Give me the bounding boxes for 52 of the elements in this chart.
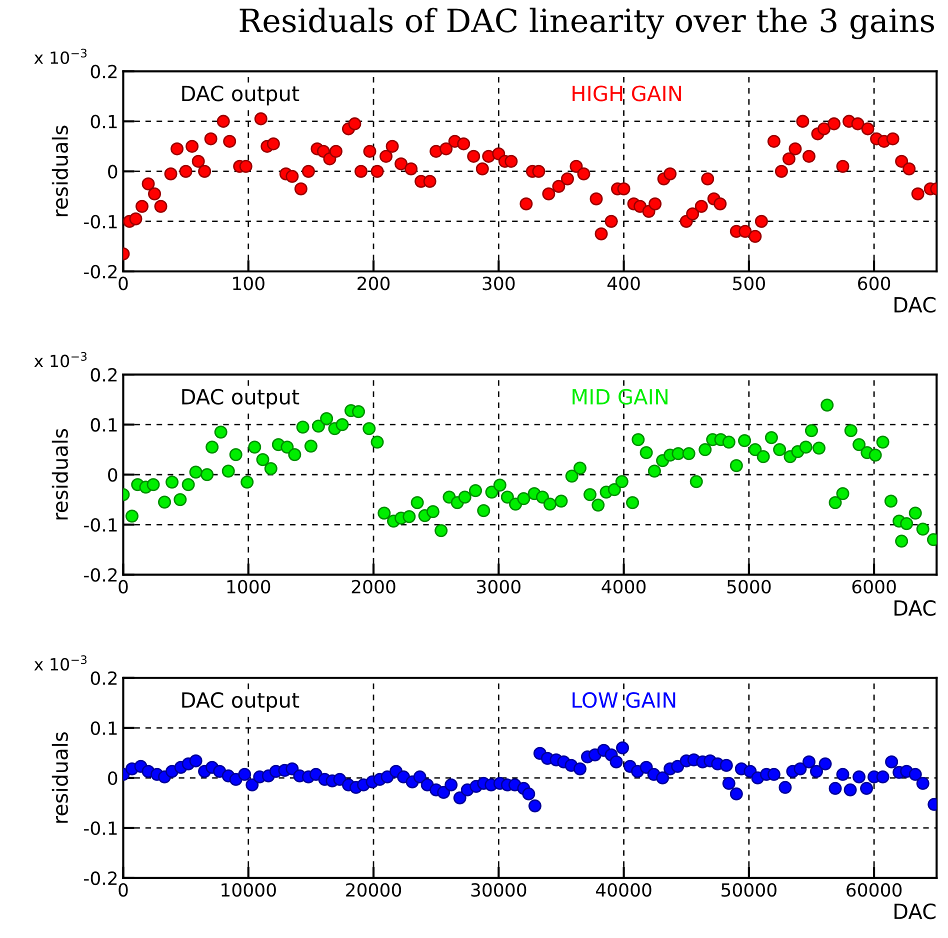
annotation: DAC output xyxy=(182,86,300,106)
x-axis-title: DAC xyxy=(894,903,936,920)
x-tick-label: 400 xyxy=(607,276,640,290)
x-tick-label: 3000 xyxy=(477,580,520,594)
y-tick-label: -0.2 xyxy=(84,568,117,582)
annotation: DAC output xyxy=(182,692,300,712)
text: x 10$^{−3}$ xyxy=(34,352,87,368)
x-tick-label: 4000 xyxy=(602,580,646,594)
y-axis-title: residuals xyxy=(52,126,68,216)
y-tick-label: -0.1 xyxy=(84,821,117,836)
x-tick-label: 10000 xyxy=(222,883,276,897)
x-tick-label: 5000 xyxy=(727,580,771,594)
x-tick-label: 200 xyxy=(358,276,390,290)
y-tick-label: 0 xyxy=(108,164,118,178)
x-tick-label: 50000 xyxy=(722,883,776,897)
x-tick-label: 40000 xyxy=(596,883,652,897)
x-tick-label: 20000 xyxy=(346,883,402,897)
y-axis-title: residuals xyxy=(52,732,68,823)
x-tick-label: 300 xyxy=(482,276,515,290)
chart-title: Residuals of DAC linearity over the 3 gains xyxy=(240,8,934,40)
text: HIGH GAIN xyxy=(572,86,681,102)
annotation: DAC output xyxy=(182,388,300,409)
text: LOW GAIN xyxy=(572,692,676,708)
x-tick-label: 500 xyxy=(733,276,765,290)
y-tick-label: 0.2 xyxy=(90,64,117,78)
y-tick-label: 0.2 xyxy=(90,368,117,382)
y-tick-label: -0.2 xyxy=(84,264,117,279)
x-tick-label: 600 xyxy=(858,276,890,290)
y-tick-label: -0.2 xyxy=(84,871,117,886)
y-tick-label: 0 xyxy=(108,468,118,482)
x-tick-label: 100 xyxy=(233,276,264,290)
x-tick-label: 30000 xyxy=(471,883,526,897)
x-tick-label: 0 xyxy=(118,883,128,897)
x-tick-label: 6000 xyxy=(852,580,896,594)
x-tick-label: 60000 xyxy=(846,883,902,897)
x-tick-label: 1000 xyxy=(227,580,270,594)
y-tick-label: 0.1 xyxy=(90,114,117,128)
x-tick-label: 0 xyxy=(118,276,128,290)
y-tick-label: -0.1 xyxy=(84,214,117,228)
x-axis-title: DAC xyxy=(894,600,936,616)
series-label: MID GAIN xyxy=(572,388,668,405)
y-tick-label: 0.1 xyxy=(90,721,117,736)
y-tick-label: 0 xyxy=(108,771,118,786)
y-axis-title: residuals xyxy=(52,428,68,520)
x-axis-title: DAC xyxy=(894,296,936,313)
y-tick-label: -0.1 xyxy=(84,518,117,532)
text: x 10$^{−3}$ xyxy=(34,48,87,64)
x-tick-label: 0 xyxy=(118,580,128,594)
x-tick-label: 2000 xyxy=(352,580,396,594)
y-tick-label: 0.1 xyxy=(90,418,117,432)
y-tick-label: 0.2 xyxy=(90,671,117,685)
text: x 10$^{−3}$ xyxy=(34,655,87,671)
